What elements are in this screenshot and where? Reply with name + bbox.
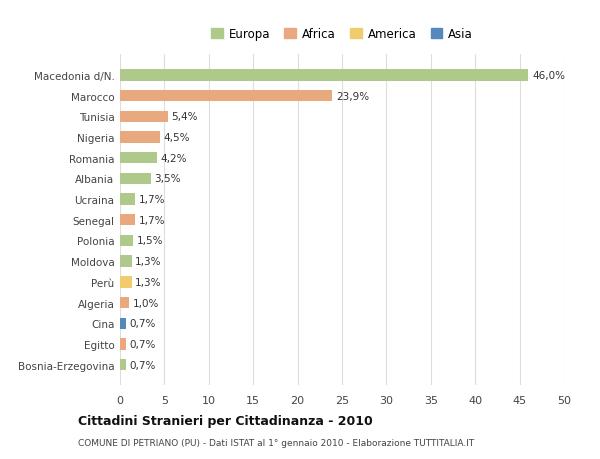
Text: 4,2%: 4,2% [161, 153, 187, 163]
Text: 0,7%: 0,7% [130, 339, 156, 349]
Bar [120, 359, 126, 370]
Bar [120, 297, 129, 308]
Text: 1,3%: 1,3% [135, 257, 161, 267]
Bar [120, 153, 157, 164]
Bar [120, 339, 126, 350]
Text: COMUNE DI PETRIANO (PU) - Dati ISTAT al 1° gennaio 2010 - Elaborazione TUTTITALI: COMUNE DI PETRIANO (PU) - Dati ISTAT al … [78, 438, 474, 447]
Text: 0,7%: 0,7% [130, 319, 156, 329]
Text: 1,0%: 1,0% [133, 298, 159, 308]
Text: 23,9%: 23,9% [336, 91, 369, 101]
Bar [120, 318, 126, 329]
Text: 1,5%: 1,5% [137, 236, 163, 246]
Legend: Europa, Africa, America, Asia: Europa, Africa, America, Asia [206, 23, 478, 45]
Text: 1,7%: 1,7% [139, 195, 165, 205]
Bar [120, 112, 168, 123]
Text: 5,4%: 5,4% [172, 112, 198, 122]
Text: 3,5%: 3,5% [155, 174, 181, 184]
Bar [120, 277, 131, 288]
Bar [120, 256, 131, 267]
Bar [120, 174, 151, 185]
Bar [120, 194, 135, 205]
Text: 1,3%: 1,3% [135, 277, 161, 287]
Bar [120, 91, 332, 102]
Text: 1,7%: 1,7% [139, 215, 165, 225]
Text: 46,0%: 46,0% [532, 71, 565, 81]
Bar [120, 235, 133, 246]
Bar [120, 215, 135, 226]
Bar [120, 70, 529, 81]
Bar [120, 132, 160, 143]
Text: Cittadini Stranieri per Cittadinanza - 2010: Cittadini Stranieri per Cittadinanza - 2… [78, 414, 373, 428]
Text: 4,5%: 4,5% [164, 133, 190, 143]
Text: 0,7%: 0,7% [130, 360, 156, 370]
